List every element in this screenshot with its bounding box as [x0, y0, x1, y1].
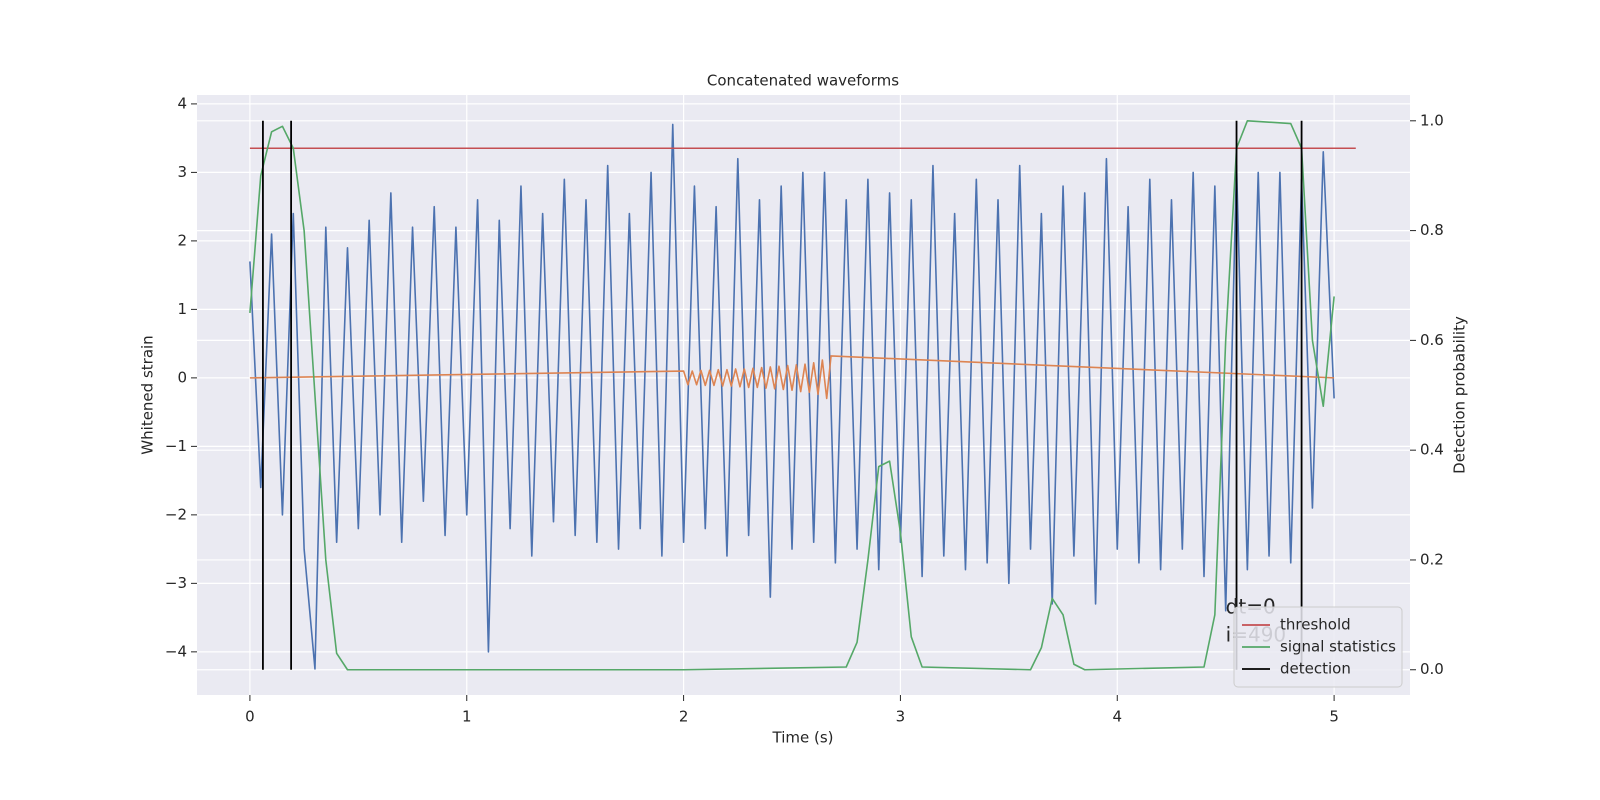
chart-title: Concatenated waveforms — [707, 72, 899, 90]
x-tick-label: 4 — [1112, 708, 1122, 726]
y2-tick-label: 0.2 — [1420, 550, 1444, 568]
x-tick-label: 5 — [1329, 708, 1339, 726]
y-axis-label: Whitened strain — [139, 335, 157, 454]
y-tick-label: 0 — [177, 368, 187, 386]
series-line — [249, 123, 1335, 670]
x-tick-label: 0 — [245, 708, 255, 726]
y-tick-label: 3 — [177, 163, 187, 181]
legend-label: threshold — [1280, 616, 1351, 634]
legend-label: detection — [1280, 660, 1351, 678]
y2-tick-label: 0.8 — [1420, 221, 1444, 239]
y-tick-label: −1 — [165, 437, 187, 455]
legend-label: signal statistics — [1280, 638, 1396, 656]
x-tick-label: 3 — [896, 708, 906, 726]
y-tick-label: −2 — [165, 505, 187, 523]
y-tick-label: 4 — [177, 94, 187, 112]
series-line — [249, 355, 1335, 400]
y-tick-label: 2 — [177, 231, 187, 249]
x-tick-label: 1 — [462, 708, 472, 726]
x-tick-label: 2 — [679, 708, 689, 726]
y-tick-label: 1 — [177, 300, 187, 318]
y2-tick-label: 0.0 — [1420, 660, 1444, 678]
y2-tick-label: 0.4 — [1420, 441, 1444, 459]
plot-marks — [249, 120, 1356, 671]
y-tick-label: −3 — [165, 574, 187, 592]
series-line — [249, 120, 1335, 671]
legend-box — [1233, 606, 1403, 688]
y2-axis-label: Detection probability — [1451, 316, 1469, 474]
y2-tick-label: 1.0 — [1420, 111, 1444, 129]
y2-tick-label: 0.6 — [1420, 331, 1444, 349]
y-tick-label: −4 — [165, 642, 187, 660]
x-axis-label: Time (s) — [772, 729, 834, 747]
